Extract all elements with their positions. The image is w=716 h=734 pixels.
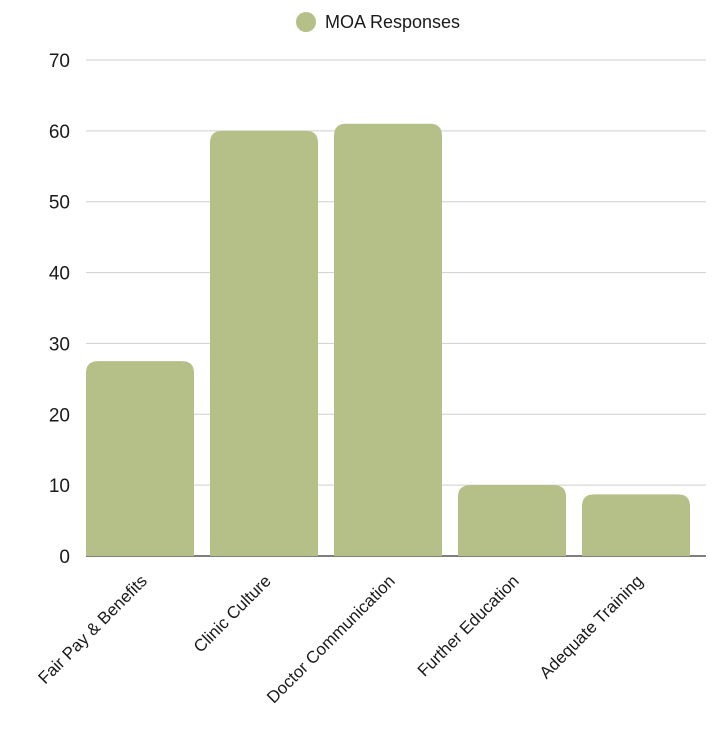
y-tick-label: 60 xyxy=(49,122,70,143)
y-tick-label: 50 xyxy=(49,193,70,214)
x-tick-label: Adequate Training xyxy=(536,571,647,682)
bar xyxy=(582,494,690,556)
bar xyxy=(334,123,442,557)
legend-swatch xyxy=(296,12,316,32)
legend-label: MOA Responses xyxy=(325,12,460,32)
y-axis-tick-labels: 0 10 20 30 40 50 60 70 xyxy=(49,51,70,568)
y-tick-label: 20 xyxy=(49,405,70,426)
legend: MOA Responses xyxy=(296,12,460,32)
x-axis-tick-labels: Fair Pay & Benefits Clinic CultureDoctor … xyxy=(34,571,646,707)
y-tick-label: 40 xyxy=(49,264,70,285)
y-tick-label: 0 xyxy=(59,547,70,568)
y-tick-label: 10 xyxy=(49,476,70,497)
x-tick-label: Fair Pay & Benefits xyxy=(34,571,150,687)
bar xyxy=(458,485,566,556)
y-tick-label: 70 xyxy=(49,51,70,72)
bar xyxy=(86,361,194,556)
bars xyxy=(86,123,690,557)
x-tick-label: Clinic Culture xyxy=(190,571,275,656)
bar xyxy=(210,130,318,556)
x-tick-label: Further Education xyxy=(414,571,523,680)
y-tick-label: 30 xyxy=(49,334,70,355)
x-tick-label: Doctor Communication xyxy=(263,571,399,707)
